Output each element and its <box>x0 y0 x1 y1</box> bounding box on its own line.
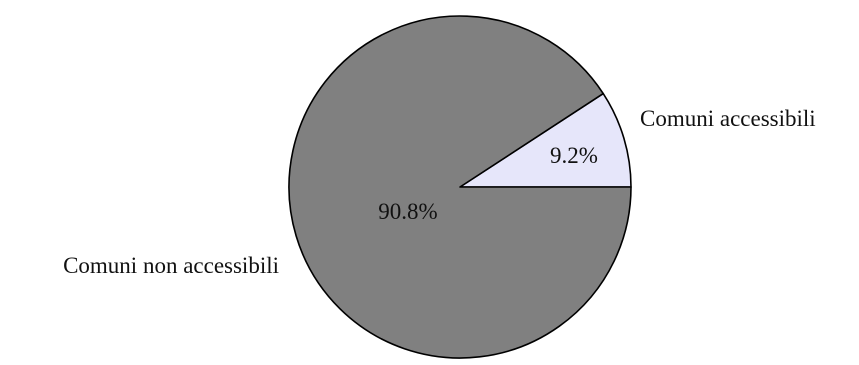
pie-slice-comuni-accessibili <box>459 92 632 188</box>
slice-percent-comuni-non-accessibili: 90.8% <box>378 199 437 224</box>
slice-label-comuni-non-accessibili: Comuni non accessibili <box>63 253 279 278</box>
slice-label-comuni-accessibili: Comuni accessibili <box>640 106 816 131</box>
pie-slice-comuni-non-accessibili <box>288 15 632 359</box>
pie-labels: Comuni accessibili Comuni non accessibil… <box>63 106 816 278</box>
pie-slices <box>288 15 632 359</box>
slice-percent-comuni-accessibili: 9.2% <box>550 143 598 168</box>
